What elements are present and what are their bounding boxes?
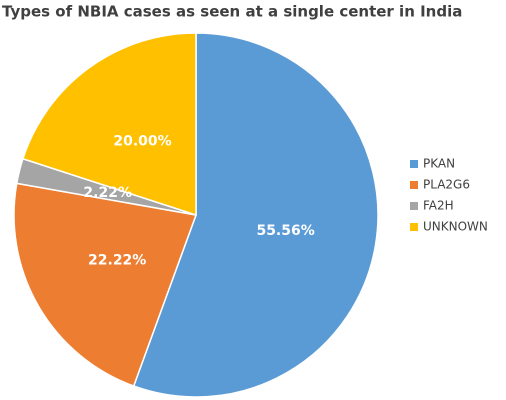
legend-swatch [410, 160, 418, 168]
legend-label: UNKNOWN [423, 220, 488, 234]
chart-title: Types of NBIA cases as seen at a single … [2, 3, 462, 21]
value-label: 2.22% [83, 185, 132, 201]
value-label: 22.22% [88, 252, 146, 268]
legend-swatch [410, 223, 418, 231]
pie-slice [13, 182, 198, 387]
value-label: 20.00% [113, 133, 171, 149]
pie-slice [132, 32, 379, 398]
legend-swatch [410, 202, 418, 210]
legend-label: PKAN [423, 157, 455, 171]
legend-label: PLA2G6 [423, 178, 470, 192]
legend-swatch [410, 181, 418, 189]
value-label: 55.56% [256, 223, 314, 239]
pie-slice [21, 32, 197, 217]
legend-label: FA2H [423, 199, 454, 213]
